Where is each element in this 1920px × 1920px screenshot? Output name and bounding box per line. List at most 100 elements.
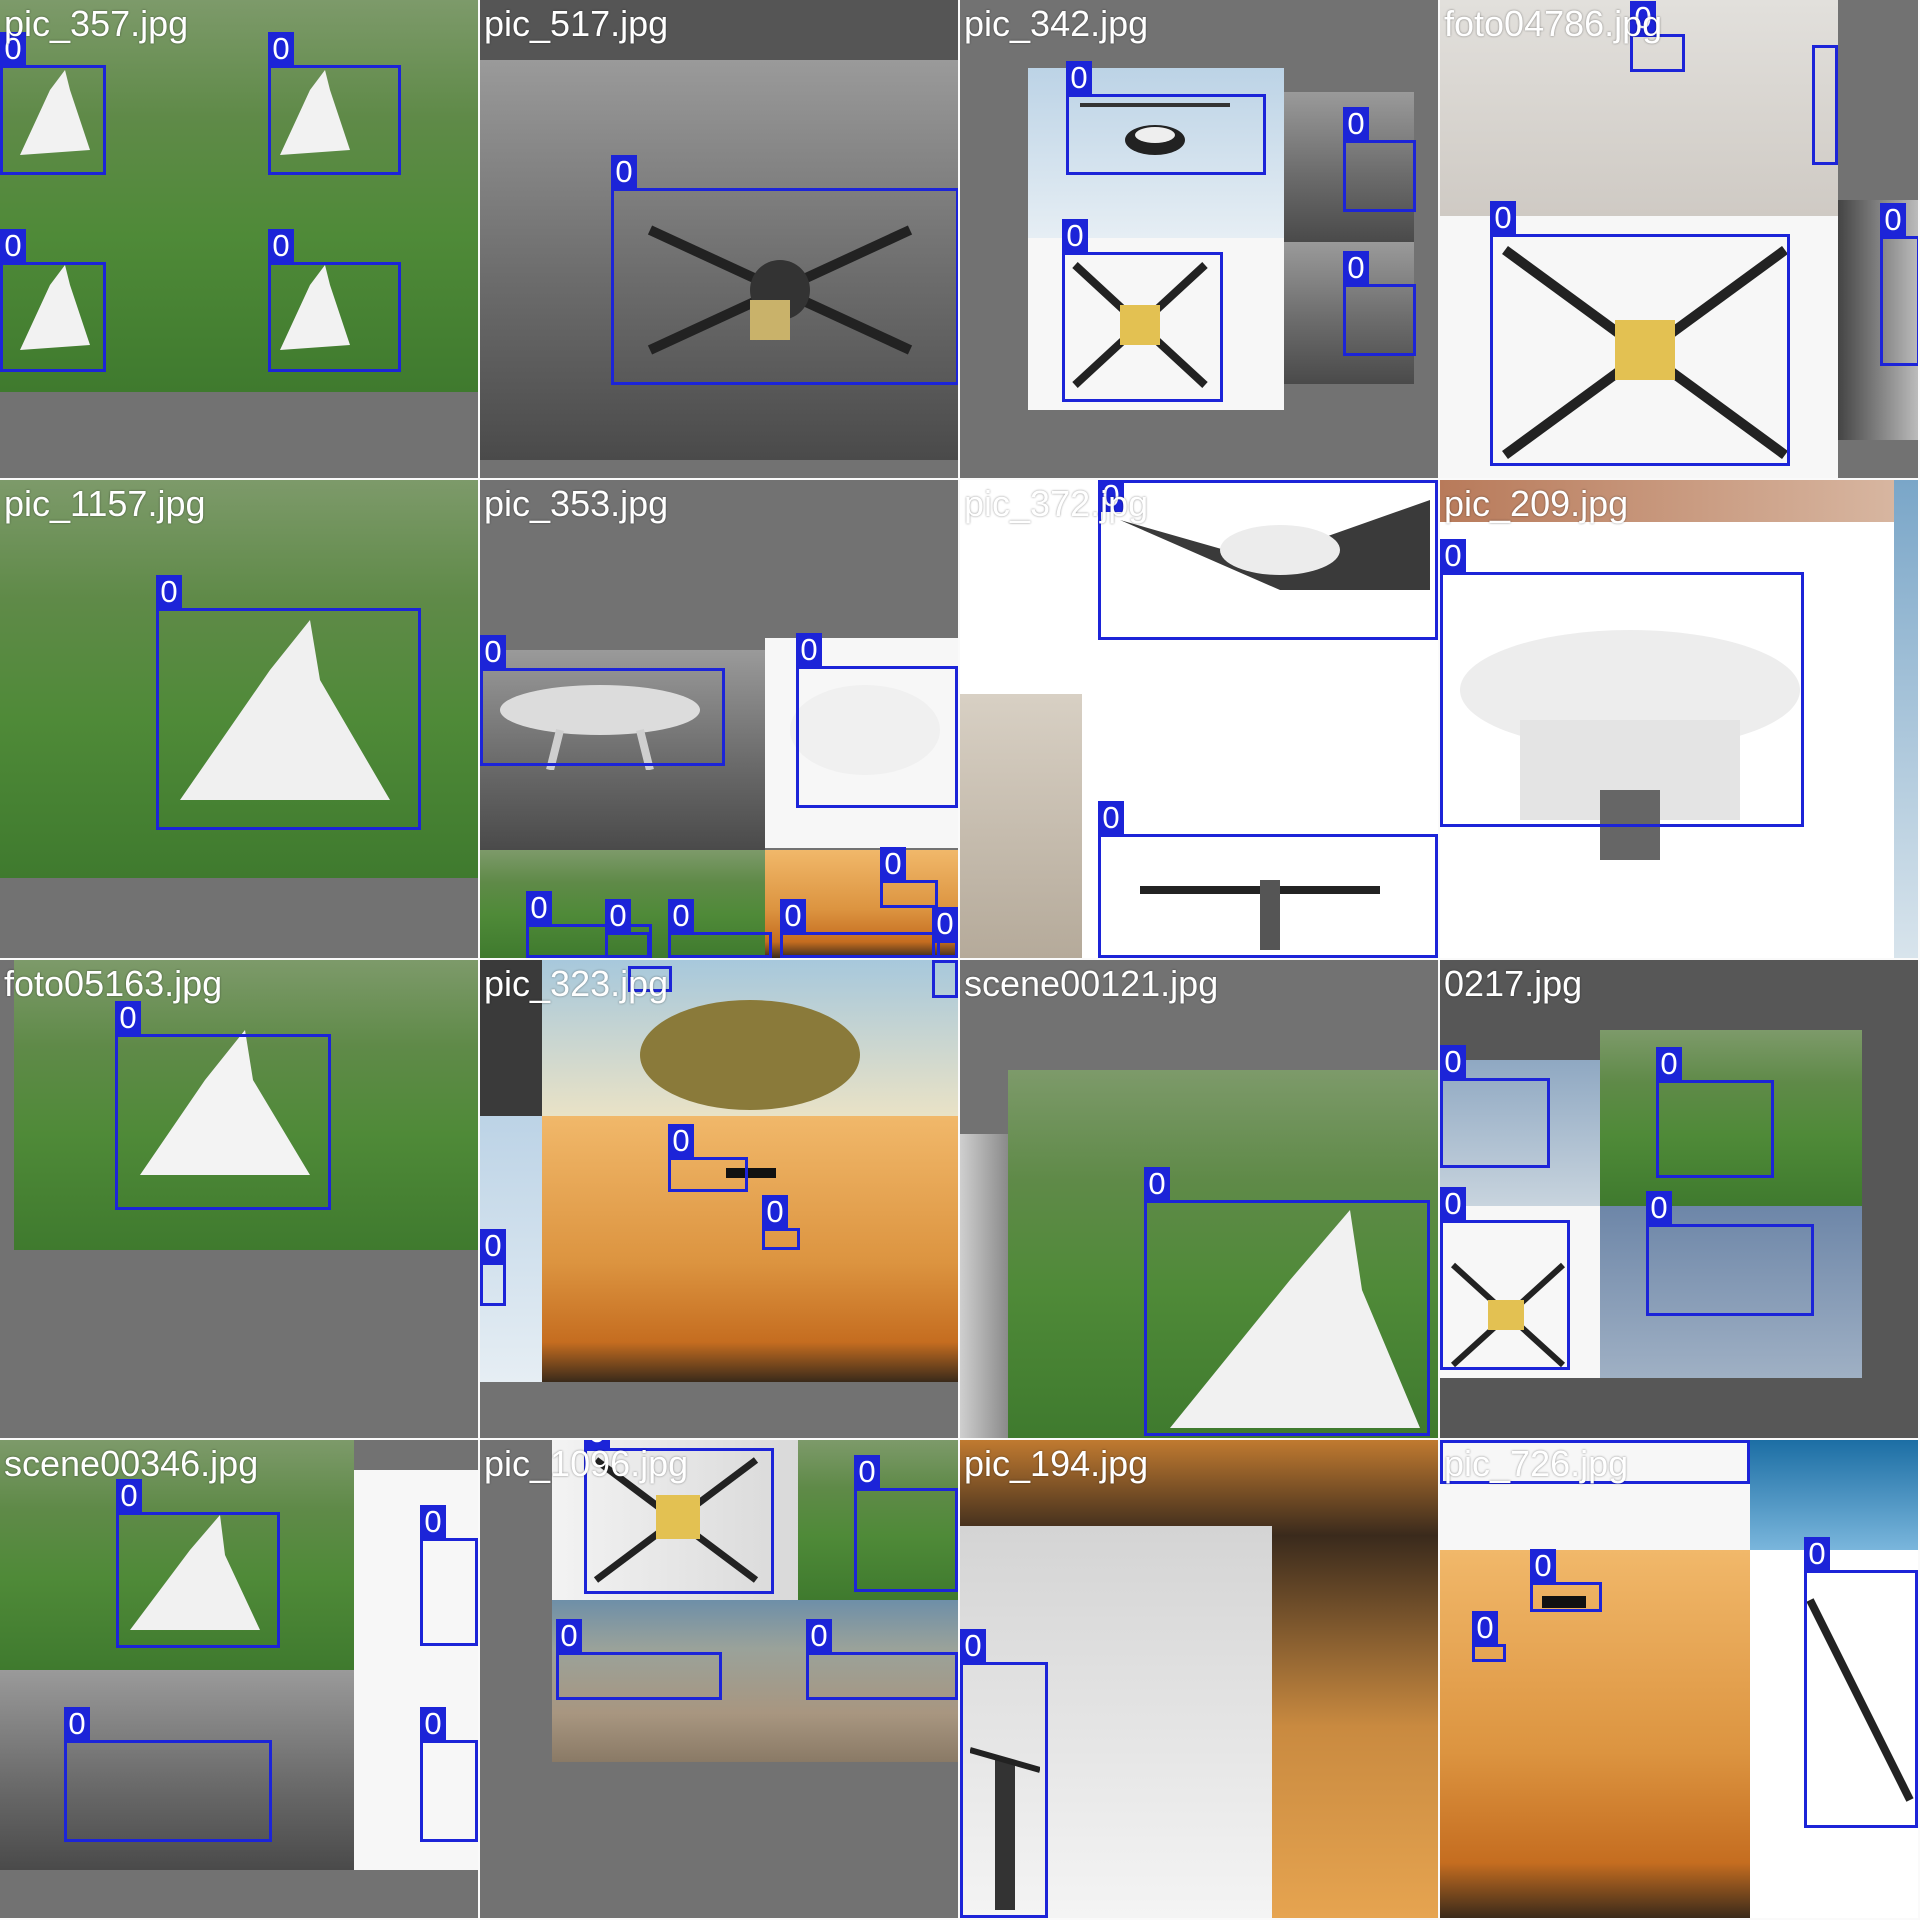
photo-grass [0,1440,354,1670]
class-label: 0 [480,1229,506,1262]
bounding-box: 0 [1062,219,1223,402]
tile-pic-357: pic_357.jpg 0 0 0 0 [0,0,478,478]
bounding-box: 0 [880,847,938,908]
photo-blue [1750,1440,1918,1550]
bounding-box: 0 [268,229,401,372]
filename-label: pic_1157.jpg [4,483,206,524]
drone-figure [790,685,940,775]
filename-label: pic_372.jpg [964,483,1149,524]
bounding-box: 0 [556,1619,722,1700]
tile-0217: 0217.jpg 0 0 0 0 [1440,960,1918,1438]
tile-pic-1096: pic_1096.jpg 0 0 0 0 [480,1440,958,1918]
bounding-box: 0 [611,155,958,385]
drone-figure [280,70,350,155]
bounding-box: 0 [1646,1191,1814,1316]
class-label: 0 [1656,1047,1682,1080]
filename-label: pic_194.jpg [964,1443,1149,1484]
class-label: 0 [0,229,26,262]
class-label: 0 [1490,201,1516,234]
bounding-box: 0 [1440,1045,1550,1168]
filename-label: pic_357.jpg [4,3,189,44]
class-label: 0 [480,635,506,668]
photo-dark [480,960,542,1116]
photo-strip [960,1134,1008,1438]
filename-label: pic_517.jpg [484,3,669,44]
bounding-box: 0 [480,1229,506,1306]
filename-label: foto05163.jpg [4,963,223,1004]
drone-figure [1140,880,1380,950]
photo-dark [1838,200,1918,440]
photo-sky [1440,1060,1600,1206]
class-label: 0 [1440,1187,1466,1220]
bounding-box: 0 [762,1195,800,1250]
class-label: 0 [1880,203,1906,236]
class-label: 0 [668,899,694,932]
bounding-box: 0 [960,1629,1048,1918]
drone-figure [1450,1262,1566,1368]
photo-sky [1600,1206,1862,1378]
class-label: 0 [854,1455,880,1488]
class-label: 0 [796,633,822,666]
class-label: 0 [526,891,552,924]
drone-figure [1120,500,1430,590]
bounding-box: 0 [156,575,421,830]
bounding-box: 0 [1440,1187,1570,1370]
tile-pic-342: pic_342.jpg 0 0 0 0 [960,0,1438,478]
photo-workshop [0,1670,354,1870]
class-label: 0 [762,1195,788,1228]
photo-grass [0,480,478,878]
tile-pic-372: pic_372.jpg 0 0 [960,480,1438,958]
bounding-box: 0 [420,1505,478,1646]
drone-figure [970,1747,1040,1910]
bounding-box: 0 [780,899,940,958]
class-label: 0 [268,32,294,65]
class-label: 0 [1440,539,1466,572]
bounding-box: 0 [1440,539,1804,827]
class-label: 0 [1530,1549,1556,1582]
drone-figure [1072,262,1208,388]
photo-beige [960,694,1082,958]
bounding-box: 0 [0,229,106,372]
bounding-box: 0 [526,891,652,958]
bounding-box: 0 [806,1619,958,1700]
photo-white [354,1670,478,1870]
filename-label: pic_323.jpg [484,963,669,1004]
filename-label: foto04786.jpg [1444,3,1663,44]
drone-figure [130,1515,260,1630]
bounding-box: 0 [115,1001,331,1210]
tile-scene00121: scene00121.jpg 0 [960,960,1438,1438]
filename-label: pic_1096.jpg [484,1443,689,1484]
drone-figure [1542,1596,1586,1608]
class-label: 0 [115,1001,141,1034]
class-label: 0 [932,907,958,940]
class-label: 0 [611,155,637,188]
bounding-box: 0 [1343,107,1416,212]
bounding-box [932,960,958,998]
class-label: 0 [0,32,26,65]
class-label: 0 [1646,1191,1672,1224]
tile-pic-1157: pic_1157.jpg 0 [0,480,478,958]
bounding-box: 0 [854,1455,958,1592]
photo-door [480,650,765,850]
class-label: 0 [806,1619,832,1652]
photo-white [1440,1440,1750,1550]
photo-beach [552,1600,958,1762]
tree-figure [640,1000,860,1110]
filename-label: 0217.jpg [1444,963,1583,1004]
class-label: 0 [1343,251,1369,284]
class-label: 0 [1343,107,1369,140]
filename-label: scene00346.jpg [4,1443,259,1484]
class-label: 0 [605,899,631,932]
filename-label: pic_209.jpg [1444,483,1629,524]
bounding-box: 0 [584,1440,774,1594]
photo-top-band [1440,480,1918,522]
filename-label: scene00121.jpg [964,963,1219,1004]
bounding-box [628,966,672,992]
drone-figure [180,620,390,800]
class-label: 0 [116,1479,142,1512]
class-label: 0 [156,575,182,608]
class-label: 0 [1062,219,1088,252]
bounding-box: 0 [116,1479,280,1648]
class-label: 0 [1144,1167,1170,1200]
bounding-box: 0 [268,32,401,175]
